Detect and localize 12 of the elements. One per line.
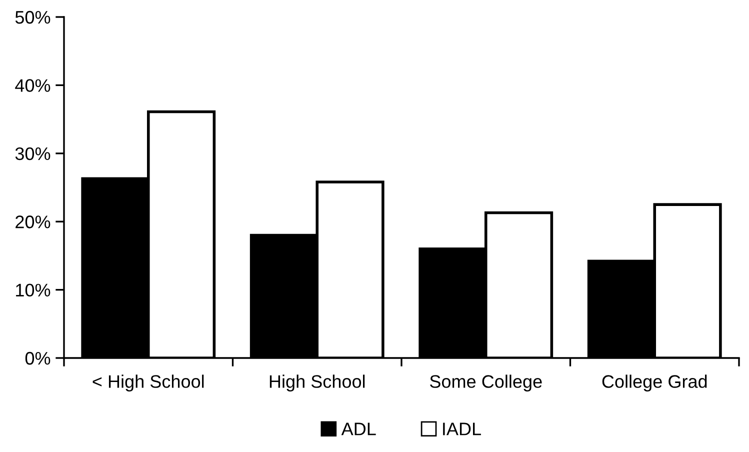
- y-tick-label: 30%: [15, 147, 50, 160]
- y-tick-label: 40%: [15, 79, 50, 92]
- y-tick-label: 10%: [16, 284, 50, 297]
- y-tick-label: 20%: [16, 216, 50, 228]
- y-tick-label: 50%: [15, 10, 50, 24]
- x-tick-label: Some College: [430, 374, 542, 392]
- y-tick-label: 0%: [25, 352, 50, 365]
- x-tick-label: < High School: [92, 374, 204, 392]
- x-tick-label: College Grad: [602, 374, 707, 392]
- x-tick-label: High School: [270, 374, 365, 392]
- legend-label: IADL: [443, 422, 481, 436]
- legend-label: ADL: [341, 422, 376, 436]
